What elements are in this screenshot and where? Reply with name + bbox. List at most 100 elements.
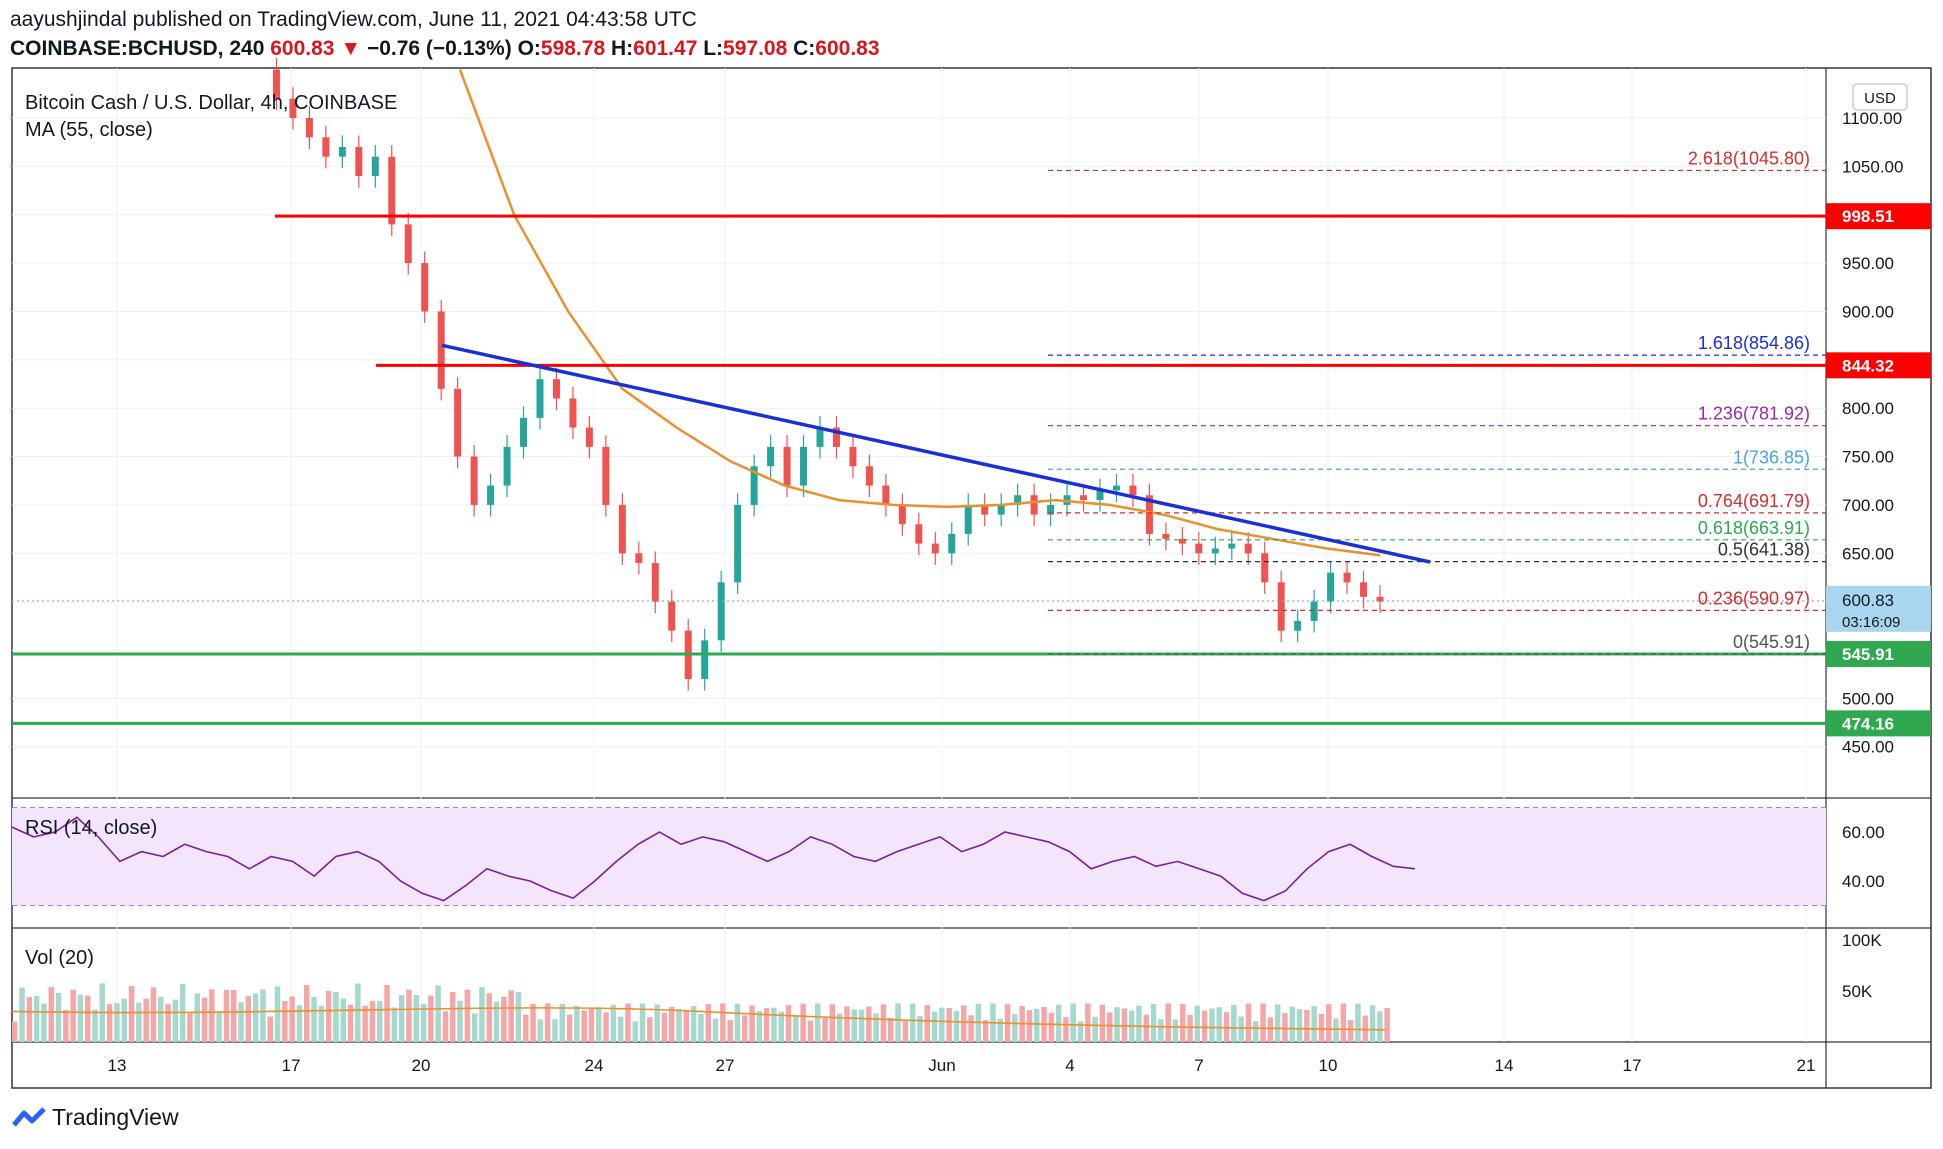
- rsi-line: [11, 816, 1416, 902]
- volume-bar: [136, 1002, 142, 1042]
- candle-body: [1244, 543, 1252, 554]
- candle-body: [503, 446, 511, 486]
- candle-body: [305, 118, 313, 138]
- volume-bar: [946, 1008, 952, 1042]
- volume-bar: [413, 995, 419, 1042]
- volume-bar: [544, 1003, 551, 1042]
- volume-bar: [1070, 1003, 1076, 1042]
- candle-body: [1047, 504, 1055, 515]
- candle-body: [948, 533, 956, 554]
- volume-bar: [114, 1003, 120, 1042]
- volume-bar: [1194, 1005, 1201, 1042]
- volume-bar: [1107, 1012, 1113, 1042]
- volume-bar: [19, 987, 25, 1042]
- volume-bar: [712, 1018, 719, 1042]
- rsi-tick-label: 40.00: [1842, 872, 1885, 891]
- volume-bar: [347, 1004, 354, 1042]
- volume-bar: [632, 1021, 638, 1042]
- volume-bar: [471, 1013, 478, 1042]
- volume-bar: [793, 1016, 799, 1042]
- volume-bar: [566, 1014, 573, 1042]
- volume-bar: [742, 1015, 748, 1042]
- rsi-band: [12, 807, 1826, 906]
- x-tick-label: 20: [412, 1056, 431, 1075]
- candle-body: [1376, 596, 1384, 602]
- volume-bar: [559, 1003, 565, 1042]
- volume-bar: [442, 1011, 449, 1042]
- candle-body: [1112, 485, 1120, 491]
- candle-body: [371, 156, 379, 177]
- volume-bar: [1034, 1008, 1040, 1042]
- candle-body: [1080, 495, 1088, 501]
- volume-bar: [508, 990, 514, 1042]
- candle-body: [322, 137, 330, 157]
- volume-bar: [420, 1003, 427, 1042]
- tradingview-brand[interactable]: TradingView: [12, 1104, 179, 1131]
- x-tick-label: Jun: [928, 1056, 955, 1075]
- volume-bar: [676, 1008, 682, 1042]
- volume-bar: [172, 999, 179, 1042]
- countdown-label: 03:16:09: [1842, 614, 1900, 631]
- candle-body: [1096, 490, 1104, 501]
- y-tick-label: 650.00: [1842, 544, 1894, 563]
- y-tick-label: 1100.00: [1842, 109, 1902, 128]
- volume-bar: [231, 989, 237, 1042]
- volume-bar: [1231, 1004, 1237, 1042]
- down-arrow-icon: ▼: [340, 37, 362, 60]
- volume-bar: [318, 1005, 325, 1042]
- volume-bar: [1172, 1019, 1179, 1042]
- candle-body: [618, 504, 626, 554]
- support-price-label: 474.16: [1842, 714, 1894, 733]
- volume-bar: [1384, 1007, 1390, 1042]
- volume-bar: [1150, 1003, 1157, 1042]
- candle-body: [602, 446, 610, 505]
- fib-level-label: 0(545.91): [1733, 632, 1810, 652]
- volume-bar: [1355, 1003, 1361, 1042]
- volume-bar: [953, 1011, 960, 1042]
- volume-bar: [1318, 1013, 1325, 1042]
- volume-bar: [362, 1005, 368, 1042]
- candle-body: [1129, 485, 1137, 496]
- fib-level-label: 0.5(641.38): [1718, 540, 1810, 560]
- trend-line: [441, 343, 1431, 564]
- volume-bar: [223, 989, 230, 1042]
- candle-body: [338, 147, 346, 157]
- currency-button[interactable]: [1852, 83, 1908, 111]
- volume-bar: [296, 1005, 303, 1042]
- candle-body: [569, 398, 577, 428]
- pair-legend: Bitcoin Cash / U.S. Dollar, 4h, COINBASE: [25, 92, 397, 114]
- volume-bar: [669, 1006, 675, 1042]
- fib-level-label: 0.764(691.79): [1698, 491, 1810, 511]
- volume-bar: [1311, 1006, 1317, 1042]
- candle-body: [388, 156, 396, 225]
- candle-body: [701, 640, 709, 680]
- resistance-price-tag: [1826, 352, 1931, 379]
- y-tick-label: 750.00: [1842, 448, 1894, 467]
- volume-bar: [537, 1019, 544, 1042]
- volume-bar: [1085, 1003, 1091, 1042]
- support-price-tag: [1826, 640, 1931, 667]
- volume-bar: [1377, 1011, 1383, 1042]
- x-tick-label: 14: [1495, 1056, 1514, 1075]
- volume-bar: [55, 993, 62, 1042]
- volume-bar: [48, 987, 54, 1042]
- volume-bar: [85, 995, 91, 1042]
- volume-bar: [1282, 1013, 1288, 1042]
- candle-body: [421, 263, 429, 312]
- candle-body: [1277, 582, 1285, 631]
- candle-body: [520, 417, 528, 447]
- volume-bar: [143, 998, 149, 1042]
- volume-bar: [209, 989, 215, 1042]
- candle-body: [981, 504, 989, 515]
- volume-bar: [1340, 1003, 1347, 1042]
- volume-bar: [260, 989, 266, 1042]
- candle-body: [849, 446, 857, 467]
- y-tick-label: 900.00: [1842, 302, 1894, 321]
- volume-bar: [289, 996, 295, 1042]
- volume-bar: [1143, 1014, 1149, 1042]
- volume-bar: [1289, 1006, 1295, 1042]
- volume-bar: [486, 993, 492, 1042]
- volume-bar: [1245, 1003, 1252, 1042]
- volume-bar: [581, 1010, 587, 1042]
